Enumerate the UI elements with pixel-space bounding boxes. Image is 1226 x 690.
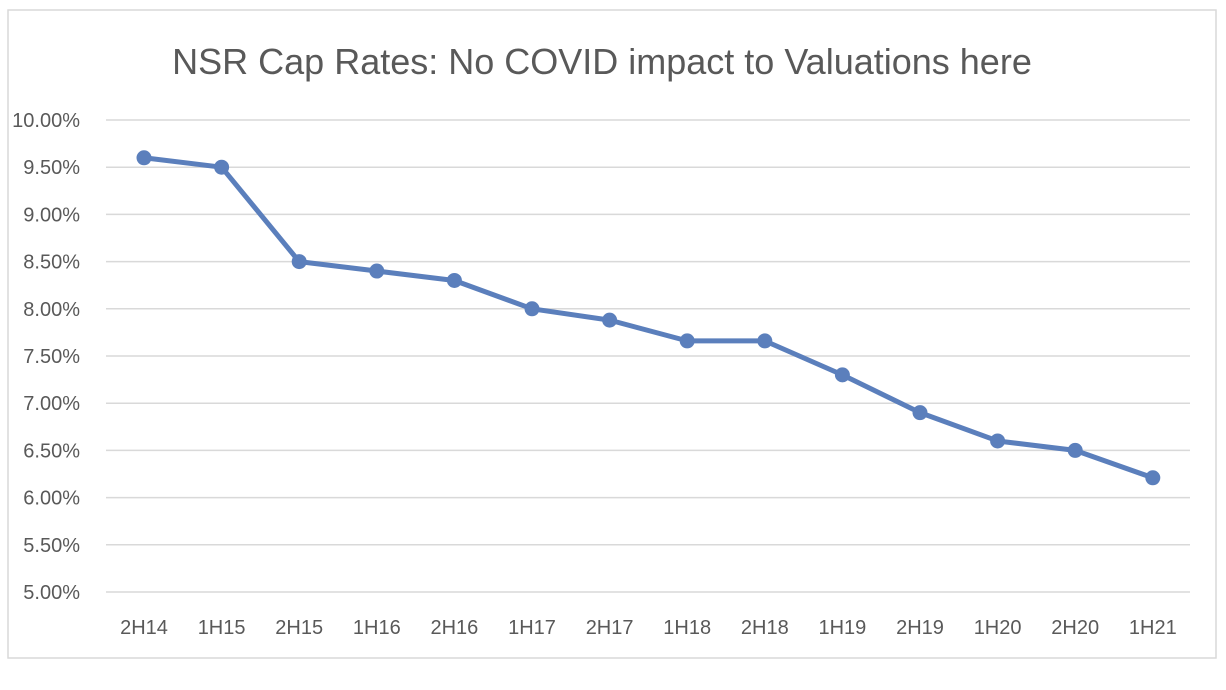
series-layer — [136, 150, 1161, 486]
y-tick-label: 10.00% — [12, 110, 80, 132]
x-tick-label: 1H17 — [508, 617, 556, 639]
x-tick-label: 2H15 — [275, 617, 323, 639]
series-line — [141, 155, 1156, 481]
y-tick-label: 8.50% — [23, 252, 80, 274]
data-point — [602, 312, 618, 328]
data-point — [757, 333, 773, 349]
x-tick-label: 2H14 — [120, 617, 168, 639]
chart-title: NSR Cap Rates: No COVID impact to Valuat… — [172, 41, 1032, 82]
data-point — [679, 333, 695, 349]
y-tick-label: 6.00% — [23, 488, 80, 510]
data-point — [136, 150, 152, 166]
data-point — [912, 405, 928, 421]
y-tick-label: 7.00% — [23, 393, 80, 415]
x-tick-label: 1H15 — [198, 617, 246, 639]
chart-border — [7, 9, 1217, 659]
x-tick-label: 1H18 — [663, 617, 711, 639]
x-tick-label: 2H17 — [586, 617, 634, 639]
y-tick-label: 8.00% — [23, 299, 80, 321]
x-tick-label: 1H20 — [974, 617, 1022, 639]
x-tick-label: 1H19 — [818, 617, 866, 639]
data-point — [1067, 442, 1083, 458]
x-axis-tick-labels: 2H14 1H15 2H15 1H16 2H16 1H17 2H17 1H18 2H18 1H19… — [120, 617, 1177, 639]
data-point — [834, 367, 850, 383]
data-point — [446, 272, 462, 288]
data-point — [291, 254, 307, 270]
y-tick-label: 5.50% — [23, 535, 80, 557]
x-tick-label: 2H16 — [430, 617, 478, 639]
y-axis-tick-labels: 5.00% 5.50% 6.00% 6.50% 7.00% 7.50% 8.00% 8.50%… — [12, 110, 80, 604]
gridlines — [106, 119, 1190, 593]
y-tick-label: 7.50% — [23, 346, 80, 368]
data-point — [214, 159, 230, 175]
y-tick-label: 9.00% — [23, 204, 80, 226]
data-point — [1145, 470, 1161, 486]
data-point — [990, 433, 1006, 449]
x-tick-label: 1H16 — [353, 617, 401, 639]
x-tick-label: 2H18 — [741, 617, 789, 639]
x-tick-label: 1H21 — [1129, 617, 1177, 639]
x-tick-label: 2H20 — [1051, 617, 1099, 639]
y-tick-label: 9.50% — [23, 157, 80, 179]
x-tick-label: 2H19 — [896, 617, 944, 639]
y-tick-label: 5.00% — [23, 582, 80, 604]
y-tick-label: 6.50% — [23, 440, 80, 462]
data-point — [524, 301, 540, 317]
data-point — [369, 263, 385, 279]
